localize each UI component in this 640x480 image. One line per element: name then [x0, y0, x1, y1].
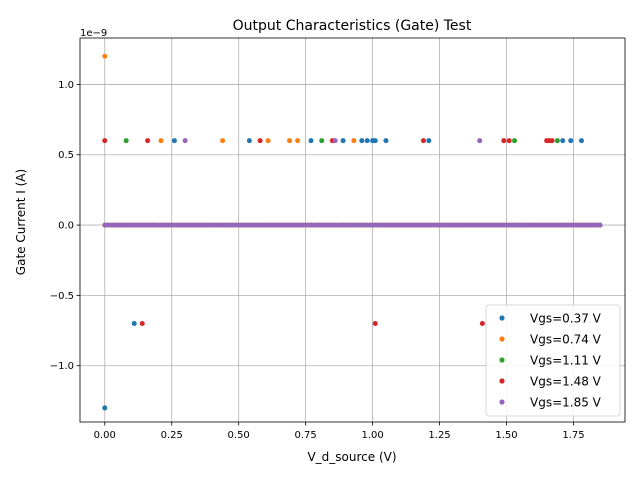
data-point-outlier	[123, 138, 129, 144]
data-point-outlier	[102, 138, 108, 144]
x-tick-label: 1.25	[428, 430, 450, 441]
legend-label: Vgs=1.48 V	[530, 375, 602, 389]
data-point-outlier	[158, 138, 164, 144]
y-offset-text: 1e−9	[80, 28, 107, 39]
data-point-outlier	[319, 138, 325, 144]
data-point-outlier	[512, 138, 518, 144]
data-point-outlier	[359, 138, 365, 144]
data-point-outlier	[145, 138, 151, 144]
data-points	[102, 53, 603, 411]
legend-label: Vgs=0.74 V	[530, 333, 602, 347]
x-tick-label: 0.75	[294, 430, 316, 441]
data-point-outlier	[420, 138, 426, 144]
y-tick-label: −0.5	[50, 291, 74, 302]
data-point-outlier	[102, 405, 108, 411]
plot-frame	[79, 37, 626, 423]
legend-marker	[499, 336, 505, 342]
data-point-outlier	[257, 138, 263, 144]
data-point-outlier	[295, 138, 301, 144]
data-point-outlier	[477, 138, 483, 144]
legend-marker	[499, 399, 505, 405]
x-tick-label: 1.50	[495, 430, 517, 441]
data-point-outlier	[501, 138, 507, 144]
data-point-outlier	[220, 138, 226, 144]
x-tick-label: 1.75	[562, 430, 584, 441]
data-point-outlier	[364, 138, 370, 144]
legend-marker	[499, 315, 505, 321]
legend-label: Vgs=0.37 V	[530, 312, 602, 326]
data-point-outlier	[351, 138, 357, 144]
data-point-outlier	[372, 321, 378, 327]
data-point-outlier	[246, 138, 252, 144]
data-point-outlier	[568, 138, 574, 144]
data-point-outlier	[560, 138, 566, 144]
data-point-outlier	[265, 138, 271, 144]
x-axis-label: V_d_source (V)	[307, 450, 396, 464]
data-point	[597, 222, 603, 228]
data-point-outlier	[139, 321, 145, 327]
data-point-outlier	[340, 138, 346, 144]
y-tick-label: 1.0	[58, 80, 74, 91]
data-point-outlier	[287, 138, 293, 144]
y-tick-label: 0.5	[58, 150, 74, 161]
y-tick-label: −1.0	[50, 361, 74, 372]
chart-title: Output Characteristics (Gate) Test	[233, 18, 472, 34]
legend-label: Vgs=1.85 V	[530, 396, 602, 410]
data-point-outlier	[426, 138, 432, 144]
data-point-outlier	[131, 321, 137, 327]
data-point-outlier	[578, 138, 584, 144]
legend: Vgs=0.37 V Vgs=0.74 V Vgs=1.11 V Vgs=1.48 V…	[485, 304, 621, 417]
legend-label: Vgs=1.11 V	[530, 354, 602, 368]
legend-box	[485, 304, 621, 417]
series-5-points	[102, 138, 603, 228]
data-point-outlier	[549, 138, 555, 144]
x-tick-label: 0.25	[161, 430, 183, 441]
x-tick-label: 0.00	[94, 430, 116, 441]
data-point-outlier	[383, 138, 389, 144]
data-point-outlier	[182, 138, 188, 144]
data-point-outlier	[332, 138, 338, 144]
axis-ticks: 0.00 0.25 0.50 0.75 1.00 1.25 1.50 1.75 −1.0 −0.5…	[50, 80, 585, 441]
legend-marker	[499, 378, 505, 384]
data-point-outlier	[554, 138, 560, 144]
y-axis-label: Gate Current I (A)	[14, 169, 28, 275]
legend-marker	[499, 357, 505, 363]
data-point-outlier	[479, 321, 485, 327]
y-tick-label: 0.0	[58, 221, 74, 232]
x-tick-label: 1.00	[361, 430, 383, 441]
data-point-outlier	[372, 138, 378, 144]
data-point-outlier	[308, 138, 314, 144]
data-point-outlier	[506, 138, 512, 144]
data-point-outlier	[102, 53, 108, 59]
data-point-outlier	[171, 138, 177, 144]
x-tick-label: 0.50	[228, 430, 250, 441]
